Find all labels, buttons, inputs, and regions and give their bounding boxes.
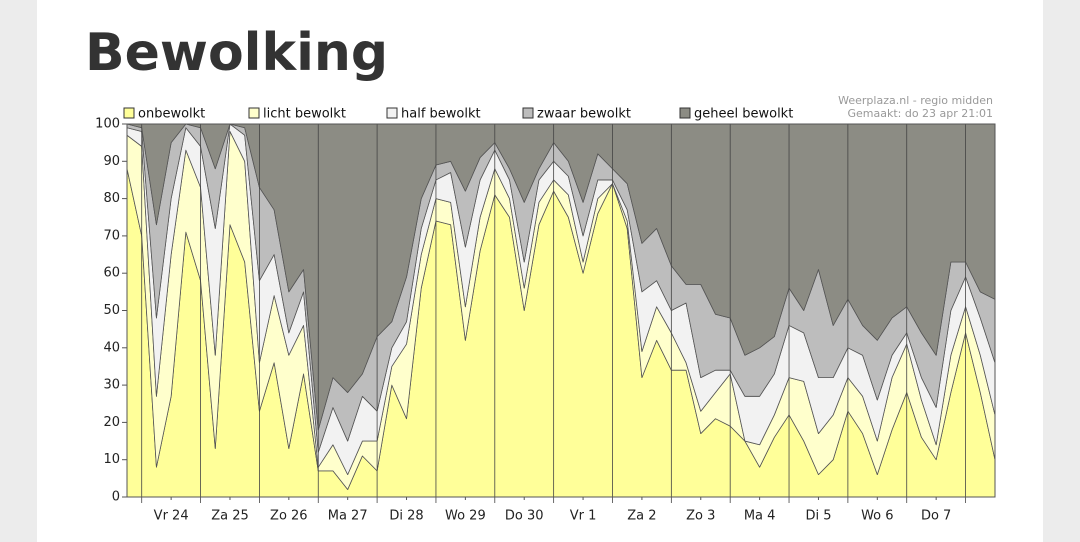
- legend-label: licht bewolkt: [263, 107, 346, 122]
- source-note: Weerplaza.nl - regio midden: [838, 94, 993, 107]
- y-tick-label: 70: [103, 228, 120, 243]
- y-tick-label: 80: [103, 191, 120, 206]
- y-tick-label: 40: [103, 340, 120, 355]
- legend-swatch: [679, 107, 691, 119]
- x-tick-label: Di 28: [389, 509, 423, 524]
- x-tick-label: Do 30: [505, 509, 544, 524]
- x-tick-label: Ma 4: [744, 509, 776, 524]
- date-note: Gemaakt: do 23 apr 21:01: [847, 107, 993, 120]
- legend-swatch: [386, 107, 398, 119]
- y-tick-label: 30: [103, 378, 120, 393]
- legend-swatch: [123, 107, 135, 119]
- x-tick-label: Di 5: [805, 509, 831, 524]
- legend-swatch: [522, 107, 534, 119]
- legend-swatch: [248, 107, 260, 119]
- y-tick-label: 100: [95, 117, 120, 132]
- y-tick-label: 0: [112, 490, 120, 505]
- x-tick-label: Wo 29: [445, 509, 486, 524]
- x-tick-label: Ma 27: [328, 509, 368, 524]
- x-tick-label: Vr 24: [154, 509, 189, 524]
- y-tick-label: 60: [103, 266, 120, 281]
- x-tick-label: Zo 26: [270, 509, 308, 524]
- y-tick-label: 10: [103, 452, 120, 467]
- legend-label: onbewolkt: [138, 107, 205, 122]
- x-tick-label: Wo 6: [861, 509, 893, 524]
- x-tick-label: Zo 3: [686, 509, 715, 524]
- chart-title: Bewolking: [85, 23, 388, 83]
- y-tick-label: 90: [103, 154, 120, 169]
- x-tick-label: Vr 1: [570, 509, 597, 524]
- y-tick-label: 50: [103, 303, 120, 318]
- legend-label: half bewolkt: [401, 107, 481, 122]
- x-tick-label: Do 7: [921, 509, 951, 524]
- x-tick-label: Za 2: [627, 509, 656, 524]
- y-tick-label: 20: [103, 415, 120, 430]
- legend-label: geheel bewolkt: [694, 107, 793, 122]
- legend-label: zwaar bewolkt: [537, 107, 631, 122]
- x-tick-label: Za 25: [211, 509, 249, 524]
